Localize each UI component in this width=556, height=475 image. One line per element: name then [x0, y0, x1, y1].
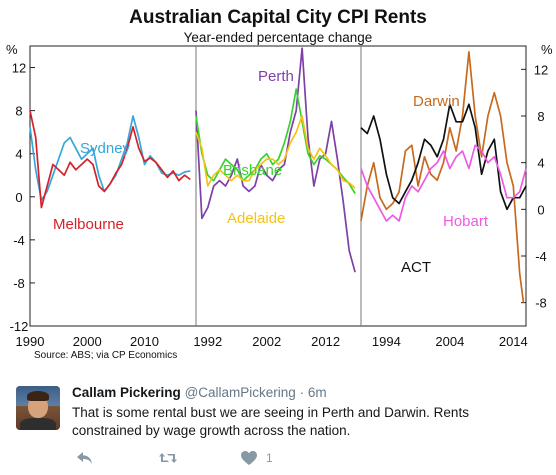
- series-line-hobart: [360, 144, 527, 222]
- tweet-header: Callam Pickering @CallamPickering · 6m: [72, 385, 327, 400]
- label-adelaide: Adelaide: [227, 210, 285, 227]
- chart: Australian Capital City CPI Rents Year-e…: [6, 7, 553, 361]
- label-act: ACT: [401, 259, 431, 276]
- label-hobart: Hobart: [443, 213, 489, 230]
- x-tick-label: 2012: [311, 334, 340, 349]
- x-tick-label: 1992: [193, 334, 222, 349]
- series-line-perth: [195, 47, 356, 273]
- label-darwin: Darwin: [413, 93, 460, 110]
- series-line-sydney: [29, 115, 191, 201]
- label-brisbane: Brisbane: [223, 162, 282, 179]
- left-tick-label: 0: [15, 190, 22, 205]
- right-unit-label: %: [541, 42, 553, 57]
- x-tick-label: 2010: [130, 334, 159, 349]
- series-labels: Sydney Melbourne Perth Brisbane Adelaide…: [53, 68, 489, 276]
- tweet-author-handle[interactable]: @CallamPickering: [184, 385, 296, 400]
- avatar[interactable]: [16, 386, 60, 430]
- x-tick-label: 1990: [16, 334, 45, 349]
- reply-icon: [77, 452, 92, 464]
- x-tick-label: 1994: [372, 334, 401, 349]
- label-melbourne: Melbourne: [53, 216, 124, 233]
- x-tick-label: 2014: [499, 334, 528, 349]
- series-line-adelaide: [195, 115, 356, 189]
- right-tick-label: 12: [534, 62, 548, 77]
- left-tick-label: 12: [12, 61, 26, 76]
- x-tick-label: 2002: [252, 334, 281, 349]
- like-button[interactable]: 1: [240, 450, 273, 466]
- label-sydney: Sydney: [80, 140, 131, 157]
- retweet-button[interactable]: [158, 450, 178, 466]
- tweet-timestamp[interactable]: · 6m: [299, 385, 327, 400]
- left-axis-ticks: 12 8 4 0 -4 -8 -12: [10, 61, 35, 334]
- x-axis-ticks: 1990 2000 2010 1992 2002 2012 1994 2004 2014: [16, 334, 528, 349]
- left-tick-label: -12: [10, 319, 29, 334]
- label-perth: Perth: [258, 68, 294, 85]
- reply-button[interactable]: [76, 450, 94, 466]
- right-tick-label: 8: [537, 109, 544, 124]
- series-line-melbourne: [29, 110, 191, 209]
- chart-source: Source: ABS; via CP Economics: [34, 350, 177, 361]
- retweet-icon: [159, 453, 177, 463]
- tweet-text: That is some rental bust we are seeing i…: [72, 405, 469, 438]
- right-tick-label: -4: [535, 249, 547, 264]
- plot-frame: [29, 45, 527, 327]
- tweet-actions: 1: [72, 450, 372, 470]
- x-tick-label: 2000: [73, 334, 102, 349]
- right-tick-label: -8: [535, 296, 547, 311]
- left-tick-label: 4: [15, 147, 22, 162]
- left-tick-label: 8: [15, 104, 22, 119]
- x-tick-label: 2004: [435, 334, 464, 349]
- left-tick-label: -4: [13, 233, 25, 248]
- right-tick-label: 0: [537, 202, 544, 217]
- series-lines: [29, 47, 527, 303]
- left-unit-label: %: [6, 42, 18, 57]
- like-icon: [241, 451, 257, 465]
- series-line-darwin: [360, 50, 525, 303]
- series-line-act: [360, 103, 527, 211]
- chart-subtitle: Year-ended percentage change: [184, 30, 373, 45]
- right-tick-label: 4: [537, 156, 544, 171]
- right-axis-ticks: 12 8 4 0 -4 -8: [521, 62, 548, 311]
- left-tick-label: -8: [13, 276, 25, 291]
- like-count: 1: [266, 451, 273, 465]
- chart-title: Australian Capital City CPI Rents: [129, 7, 427, 28]
- tweet-author-name[interactable]: Callam Pickering: [72, 385, 181, 400]
- tweet-card: Callam Pickering @CallamPickering · 6m T…: [0, 362, 556, 475]
